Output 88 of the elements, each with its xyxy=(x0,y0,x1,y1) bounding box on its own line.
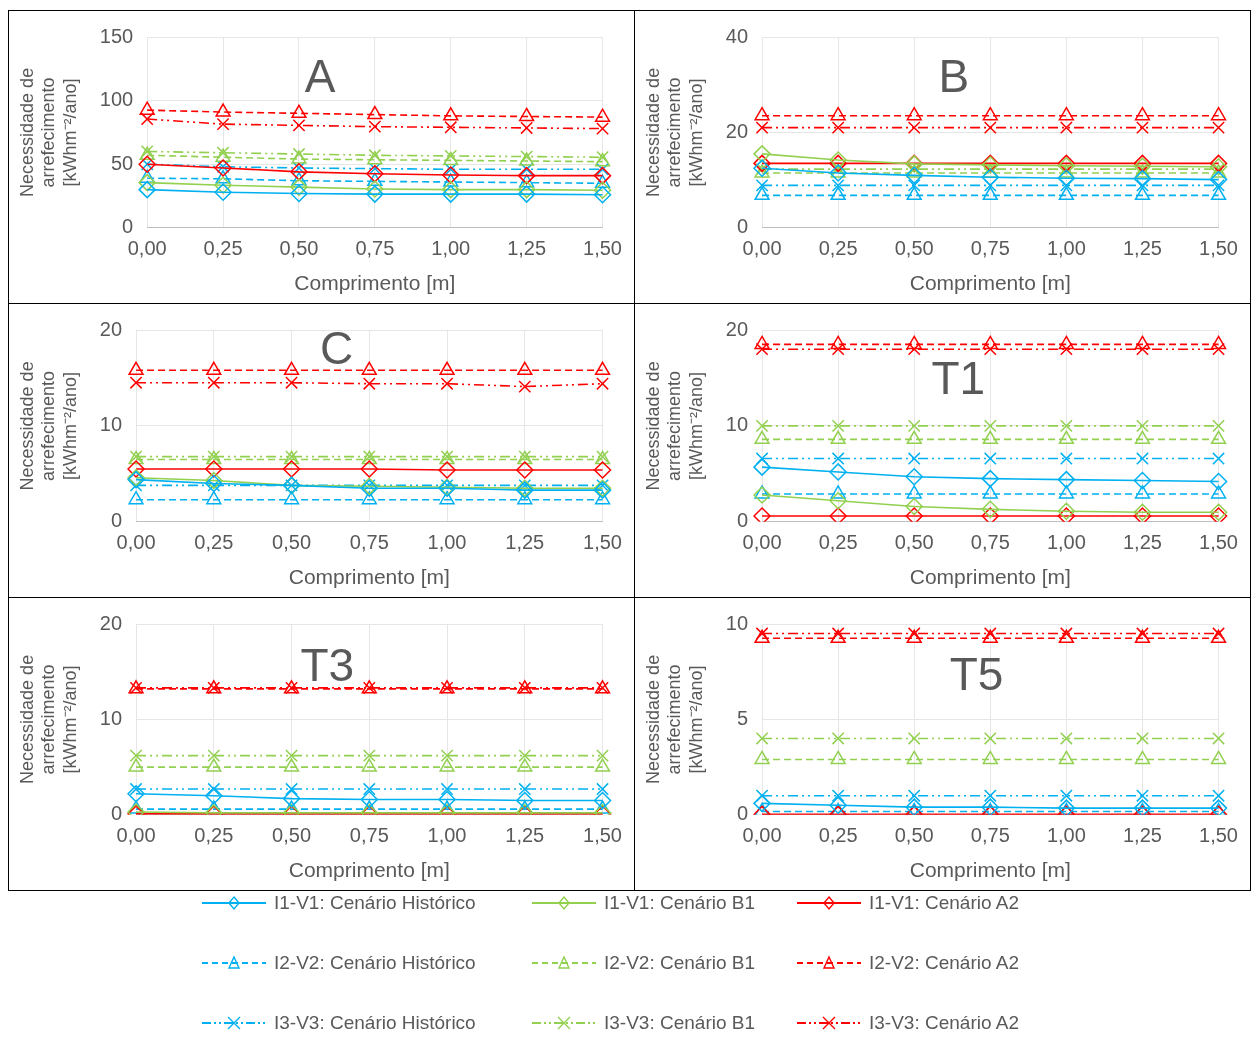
y-axis-title: Necessidade de arrefecimento [kWhm⁻²/ano] xyxy=(16,654,80,784)
y-tick-label: 0 xyxy=(736,509,749,532)
legend-label: I2-V2: Cenário B1 xyxy=(604,952,756,974)
x-tick-label: 1,00 xyxy=(431,237,471,260)
y-tick-label: 0 xyxy=(110,802,123,825)
x-tick-label: 1,50 xyxy=(1199,531,1239,554)
x-tick-label: 0,00 xyxy=(116,531,156,554)
x-tick-label: 0,00 xyxy=(742,531,782,554)
y-tick-label: 150 xyxy=(99,24,134,47)
x-tick-label: 1,25 xyxy=(505,531,545,554)
y-tick-label: 10 xyxy=(725,413,749,436)
y-tick-label: 10 xyxy=(99,706,123,729)
x-axis-title: Comprimento [m] xyxy=(288,565,450,589)
x-tick-label: 0,00 xyxy=(127,237,167,260)
x-tick-label: 0,75 xyxy=(970,237,1010,260)
x-tick-label: 0,75 xyxy=(970,824,1010,847)
x-tick-label: 0,75 xyxy=(355,237,395,260)
y-axis-title: Necessidade de arrefecimento [kWhm⁻²/ano] xyxy=(16,361,80,491)
x-tick-label: 0,50 xyxy=(279,237,319,260)
x-tick-label: 1,00 xyxy=(427,824,467,847)
x-tick-label: 1,50 xyxy=(583,824,623,847)
y-tick-label: 100 xyxy=(99,88,134,111)
x-tick-label: 0,00 xyxy=(116,824,156,847)
x-tick-label: 1,00 xyxy=(1046,531,1086,554)
x-tick-label: 0,75 xyxy=(970,531,1010,554)
x-tick-label: 0,00 xyxy=(742,824,782,847)
text: T5 xyxy=(949,648,1004,701)
x-tick-label: 1,50 xyxy=(1199,824,1239,847)
x-tick-label: 1,50 xyxy=(583,237,623,260)
x-tick-label: 0,75 xyxy=(349,824,389,847)
y-axis-title: Necessidade de arrefecimento [kWhm⁻²/ano] xyxy=(16,67,80,197)
x-tick-label: 1,50 xyxy=(1199,237,1239,260)
x-axis-title: Comprimento [m] xyxy=(909,858,1071,882)
x-tick-label: 0,50 xyxy=(894,531,934,554)
y-tick-label: 50 xyxy=(110,151,134,174)
y-axis-title: Necessidade de arrefecimento [kWhm⁻²/ano] xyxy=(642,67,706,197)
x-tick-label: 1,00 xyxy=(427,531,467,554)
y-tick-label: 0 xyxy=(736,215,749,238)
x-axis-title: Comprimento [m] xyxy=(288,858,450,882)
x-tick-label: 1,25 xyxy=(507,237,547,260)
y-tick-label: 20 xyxy=(99,611,123,634)
legend-label: I3-V3: Cenário A2 xyxy=(869,1012,1019,1034)
x-tick-label: 1,00 xyxy=(1046,237,1086,260)
text: T1 xyxy=(931,352,986,405)
legend-label: I2-V2: Cenário A2 xyxy=(869,952,1019,974)
x-tick-label: 0,25 xyxy=(818,531,858,554)
x-tick-label: 1,25 xyxy=(1122,531,1162,554)
chart-title: T3 xyxy=(300,638,355,691)
y-tick-label: 20 xyxy=(725,119,749,142)
y-tick-label: 10 xyxy=(725,611,749,634)
x-axis-title: Comprimento [m] xyxy=(294,271,456,295)
y-tick-label: 40 xyxy=(725,24,749,47)
x-tick-label: 0,50 xyxy=(894,824,934,847)
x-tick-label: 1,25 xyxy=(1122,237,1162,260)
x-tick-label: 0,50 xyxy=(272,531,312,554)
legend-label: I1-V1: Cenário B1 xyxy=(604,892,756,914)
x-tick-label: 0,25 xyxy=(194,531,234,554)
x-tick-label: 1,25 xyxy=(505,824,545,847)
chart-title: B xyxy=(938,49,970,102)
y-tick-label: 0 xyxy=(110,509,123,532)
legend-label: I1-V1: Cenário Histórico xyxy=(274,892,476,914)
y-axis-title: Necessidade de arrefecimento [kWhm⁻²/ano] xyxy=(642,654,706,784)
x-tick-label: 0,75 xyxy=(349,531,389,554)
x-tick-label: 0,25 xyxy=(203,237,243,260)
legend-label: I2-V2: Cenário Histórico xyxy=(274,952,476,974)
x-tick-label: 1,50 xyxy=(583,531,623,554)
chart-title: A xyxy=(304,49,336,102)
y-tick-label: 20 xyxy=(99,317,123,340)
y-tick-label: 10 xyxy=(99,413,123,436)
x-tick-label: 0,25 xyxy=(818,824,858,847)
x-tick-label: 1,25 xyxy=(1122,824,1162,847)
x-tick-label: 0,25 xyxy=(194,824,234,847)
y-tick-label: 20 xyxy=(725,317,749,340)
legend-label: I3-V3: Cenário B1 xyxy=(604,1012,756,1034)
x-tick-label: 0,50 xyxy=(894,237,934,260)
y-axis-title: Necessidade de arrefecimento [kWhm⁻²/ano] xyxy=(642,361,706,491)
chart-title: C xyxy=(320,321,354,374)
x-axis-title: Comprimento [m] xyxy=(909,271,1071,295)
x-tick-label: 0,50 xyxy=(272,824,312,847)
legend-label: I3-V3: Cenário Histórico xyxy=(274,1012,476,1034)
x-axis-title: Comprimento [m] xyxy=(909,565,1071,589)
y-tick-label: 5 xyxy=(736,706,749,729)
x-tick-label: 1,00 xyxy=(1046,824,1086,847)
y-tick-label: 0 xyxy=(736,802,749,825)
x-tick-label: 0,25 xyxy=(818,237,858,260)
x-tick-label: 0,00 xyxy=(742,237,782,260)
legend-label: I1-V1: Cenário A2 xyxy=(869,892,1019,914)
y-tick-label: 0 xyxy=(122,215,134,238)
